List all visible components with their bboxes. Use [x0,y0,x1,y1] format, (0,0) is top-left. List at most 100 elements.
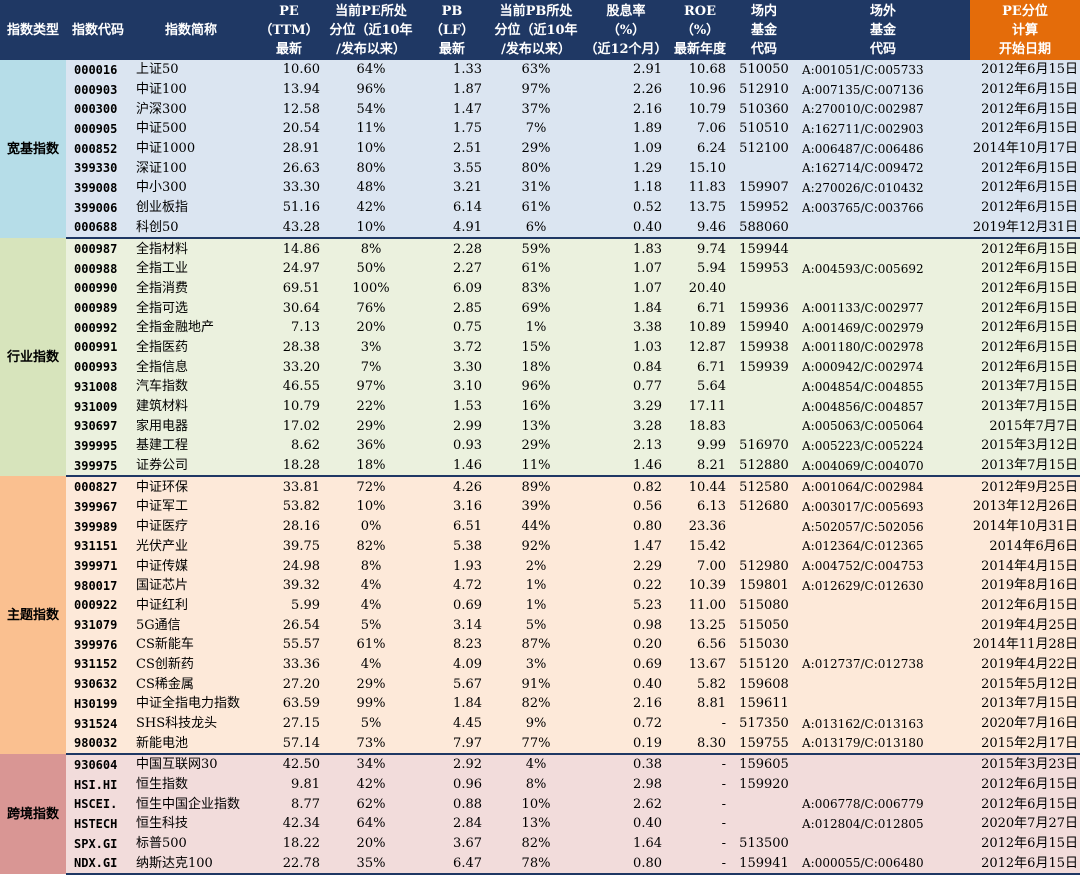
pb-percentile: 80% [488,158,584,179]
otc-fund-code: A:000942/C:002974 [796,357,970,377]
start-date: 2020年7月27日 [970,814,1080,834]
etf-code: 515030 [732,634,796,655]
pb-percentile: 39% [488,497,584,517]
pe-value: 9.81 [252,774,326,795]
pe-value: 39.32 [252,575,326,596]
pb-percentile: 15% [488,337,584,358]
pb-percentile: 78% [488,853,584,875]
pe-percentile: 80% [326,158,416,179]
pb-percentile: 83% [488,278,584,299]
etf-code [732,377,796,397]
dividend-yield: 2.16 [584,694,668,714]
roe-value: 10.79 [668,99,732,120]
pe-value: 14.86 [252,238,326,259]
header-dividend-yield: 股息率 （%） （近12个月） [584,0,668,60]
etf-code: 159605 [732,754,796,775]
pe-percentile: 10% [326,138,416,159]
pb-value: 3.14 [416,615,488,635]
table-row: 000992 全指金融地产 7.13 20% 0.75 1% 3.38 10.89 159940… [0,317,1080,338]
start-date: 2012年6月15日 [970,119,1080,139]
start-date: 2012年6月15日 [970,79,1080,100]
dividend-yield: 1.03 [584,337,668,358]
roe-value: 7.00 [668,556,732,576]
otc-fund-code [796,217,970,240]
pe-percentile: 97% [326,377,416,397]
pb-value: 1.87 [416,79,488,100]
pb-percentile: 77% [488,733,584,756]
index-name: 中证医疗 [130,516,252,537]
start-date: 2012年6月15日 [970,197,1080,218]
index-code: 000922 [66,595,130,616]
pe-value: 42.34 [252,814,326,834]
pb-percentile: 92% [488,536,584,557]
pe-percentile: 8% [326,556,416,576]
table-row: 980032 新能电池 57.14 73% 7.97 77% 0.19 8.30 159755 A… [0,733,1080,756]
otc-fund-code: A:004856/C:004857 [796,396,970,417]
dividend-yield: 2.13 [584,436,668,456]
roe-value: 20.40 [668,278,732,299]
dividend-yield: 0.69 [584,654,668,675]
otc-fund-code: A:013179/C:013180 [796,733,970,756]
pb-percentile: 2% [488,556,584,576]
table-row: H30199 中证全指电力指数 63.59 99% 1.84 82% 2.16 8.81 159… [0,694,1080,714]
header-index-code: 指数代码 [66,0,130,60]
start-date: 2014年10月17日 [970,138,1080,159]
pe-value: 24.98 [252,556,326,576]
pe-value: 13.94 [252,79,326,100]
index-code: 931524 [66,713,130,734]
dividend-yield: 0.20 [584,634,668,655]
start-date: 2014年11月28日 [970,634,1080,655]
index-code: 399989 [66,516,130,537]
pb-percentile: 96% [488,377,584,397]
roe-value: 10.44 [668,476,732,498]
dividend-yield: 0.52 [584,197,668,218]
start-date: 2012年6月15日 [970,158,1080,179]
etf-code: 159936 [732,298,796,318]
pb-value: 0.69 [416,595,488,616]
pe-percentile: 34% [326,754,416,775]
pe-percentile: 4% [326,654,416,675]
index-code: 000300 [66,99,130,120]
header-line: 分位（近10年 [329,22,413,38]
pe-percentile: 73% [326,733,416,756]
index-name: 恒生科技 [130,814,252,834]
start-date: 2012年6月15日 [970,278,1080,299]
index-code: 399995 [66,436,130,456]
header-pb-lf: PB （LF） 最新 [416,0,488,60]
header-line: 分位（近10年 [494,22,578,38]
pe-percentile: 11% [326,119,416,139]
pe-value: 28.91 [252,138,326,159]
roe-value: - [668,774,732,795]
pb-value: 2.92 [416,754,488,775]
index-name: 中证环保 [130,476,252,498]
pe-value: 20.54 [252,119,326,139]
etf-code: 512100 [732,138,796,159]
table-header: 指数类型 指数代码 指数简称 PE （TTM） 最新 当前PE所处 分位（近10年/发布以来）… [0,0,1080,60]
header-line: 指数代码 [71,22,124,38]
start-date: 2012年6月15日 [970,833,1080,854]
pb-percentile: 3% [488,654,584,675]
pb-value: 3.67 [416,833,488,854]
index-name: 中证红利 [130,595,252,616]
roe-value: 10.68 [668,60,732,80]
pb-value: 5.67 [416,674,488,694]
dividend-yield: 5.23 [584,595,668,616]
pe-percentile: 20% [326,833,416,854]
etf-code: 159941 [732,853,796,875]
pb-value: 1.46 [416,455,488,478]
header-line: /发布以来） [501,41,571,57]
roe-value: 15.42 [668,536,732,557]
pb-percentile: 37% [488,99,584,120]
start-date: 2020年7月16日 [970,713,1080,734]
dividend-yield: 1.89 [584,119,668,139]
table-row: 000990 全指消费 69.51 100% 6.09 83% 1.07 20.40 2012年… [0,278,1080,299]
pe-value: 5.99 [252,595,326,616]
pb-percentile: 91% [488,674,584,694]
start-date: 2012年6月15日 [970,853,1080,875]
table-row: 930697 家用电器 17.02 29% 2.99 13% 3.28 18.83 A:0050… [0,416,1080,437]
start-date: 2015年2月17日 [970,733,1080,756]
pe-percentile: 35% [326,853,416,875]
table-row: 行业指数 000987 全指材料 14.86 8% 2.28 59% 1.83 9.74 1599… [0,238,1080,477]
start-date: 2019年8月16日 [970,575,1080,596]
table-row: 980017 国证芯片 39.32 4% 4.72 1% 0.22 10.39 159801 A:… [0,575,1080,596]
